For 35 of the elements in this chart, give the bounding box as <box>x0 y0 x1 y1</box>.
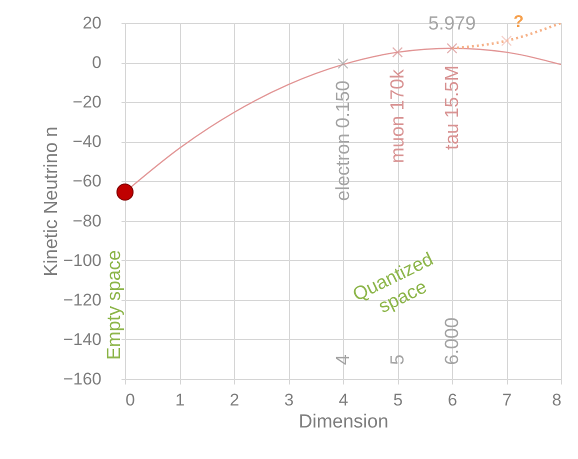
x-tick-label: 0 <box>126 390 135 410</box>
y-axis-title: Kinetic Neutrino n <box>41 126 62 276</box>
annotation: ? <box>513 12 524 31</box>
point <box>501 35 512 46</box>
annotation: 4 <box>333 354 354 365</box>
annotation: electron 0.150 <box>333 80 354 201</box>
annotation: tau 15.5M <box>442 65 463 150</box>
y-tick-label: −60 <box>72 172 102 191</box>
x-tick-label: 7 <box>502 390 512 410</box>
y-tick-label: −20 <box>72 92 102 112</box>
point <box>338 58 348 69</box>
y-tick-label: −40 <box>72 132 102 152</box>
annotation: muon 170k <box>388 68 408 164</box>
point <box>446 42 458 54</box>
y-tick-label: −140 <box>63 330 102 349</box>
text: Empty space <box>104 250 125 360</box>
x-tick-label: 5 <box>393 390 403 410</box>
annotation: 5 <box>388 354 408 365</box>
x-tick-label: 1 <box>175 390 185 410</box>
y-tick-label: 20 <box>82 14 102 32</box>
x-axis-title: Dimension <box>298 412 388 432</box>
point <box>116 184 134 201</box>
y-tick-label: −160 <box>63 370 102 388</box>
annotation: 5.979 <box>428 13 476 34</box>
x-tick-label: 6 <box>448 390 458 410</box>
y-tick-label: −100 <box>63 250 102 270</box>
point <box>392 46 403 58</box>
annotation: 6.000 <box>442 317 463 365</box>
y-tick-label: −80 <box>72 211 102 230</box>
y-tick-label: 0 <box>92 53 102 72</box>
y-tick-label: −120 <box>63 290 102 310</box>
x-tick-label: 8 <box>552 390 562 410</box>
x-tick-label: 4 <box>338 390 348 410</box>
x-tick-label: 2 <box>230 390 240 410</box>
x-tick-label: 3 <box>284 390 294 410</box>
